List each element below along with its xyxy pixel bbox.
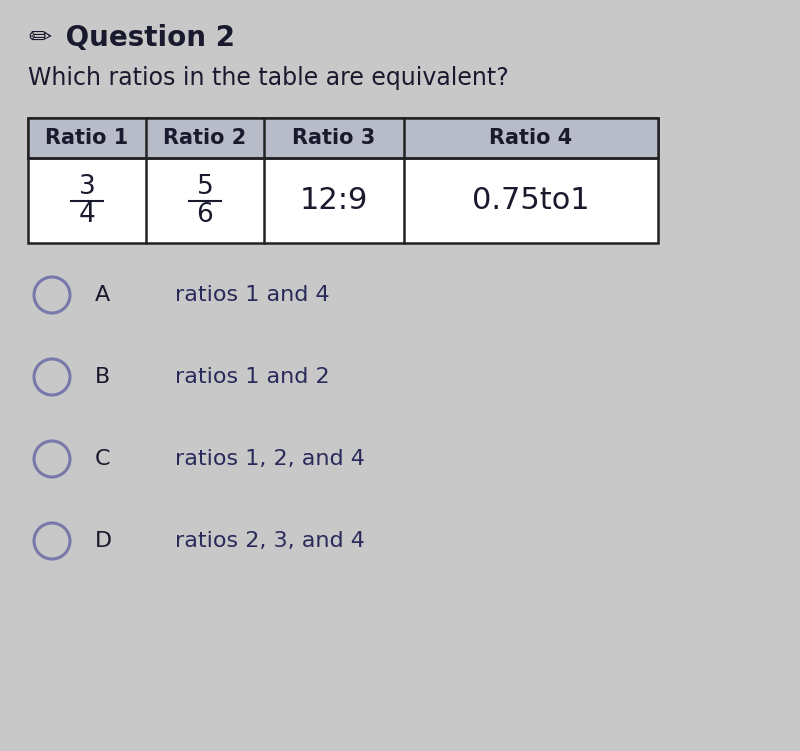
Text: Which ratios in the table are equivalent?: Which ratios in the table are equivalent… xyxy=(28,66,509,90)
Text: 6: 6 xyxy=(197,201,214,228)
Text: 0.75to1: 0.75to1 xyxy=(472,186,590,215)
Text: Ratio 3: Ratio 3 xyxy=(292,128,376,148)
Text: ratios 1, 2, and 4: ratios 1, 2, and 4 xyxy=(175,449,365,469)
Text: ratios 1 and 4: ratios 1 and 4 xyxy=(175,285,330,305)
Text: ratios 2, 3, and 4: ratios 2, 3, and 4 xyxy=(175,531,365,551)
Bar xyxy=(28,118,658,158)
Text: 4: 4 xyxy=(78,201,95,228)
Bar xyxy=(28,118,658,158)
Text: 12:9: 12:9 xyxy=(300,186,368,215)
Text: Question 2: Question 2 xyxy=(56,24,235,52)
Bar xyxy=(28,118,658,243)
Text: 3: 3 xyxy=(78,173,95,200)
Text: ✏: ✏ xyxy=(28,24,51,52)
Text: 5: 5 xyxy=(197,173,214,200)
Text: B: B xyxy=(95,367,110,387)
Text: A: A xyxy=(95,285,110,305)
Text: C: C xyxy=(95,449,110,469)
Text: D: D xyxy=(95,531,112,551)
Text: Ratio 2: Ratio 2 xyxy=(163,128,246,148)
Text: ratios 1 and 2: ratios 1 and 2 xyxy=(175,367,330,387)
Text: Ratio 4: Ratio 4 xyxy=(490,128,573,148)
Text: Ratio 1: Ratio 1 xyxy=(46,128,129,148)
